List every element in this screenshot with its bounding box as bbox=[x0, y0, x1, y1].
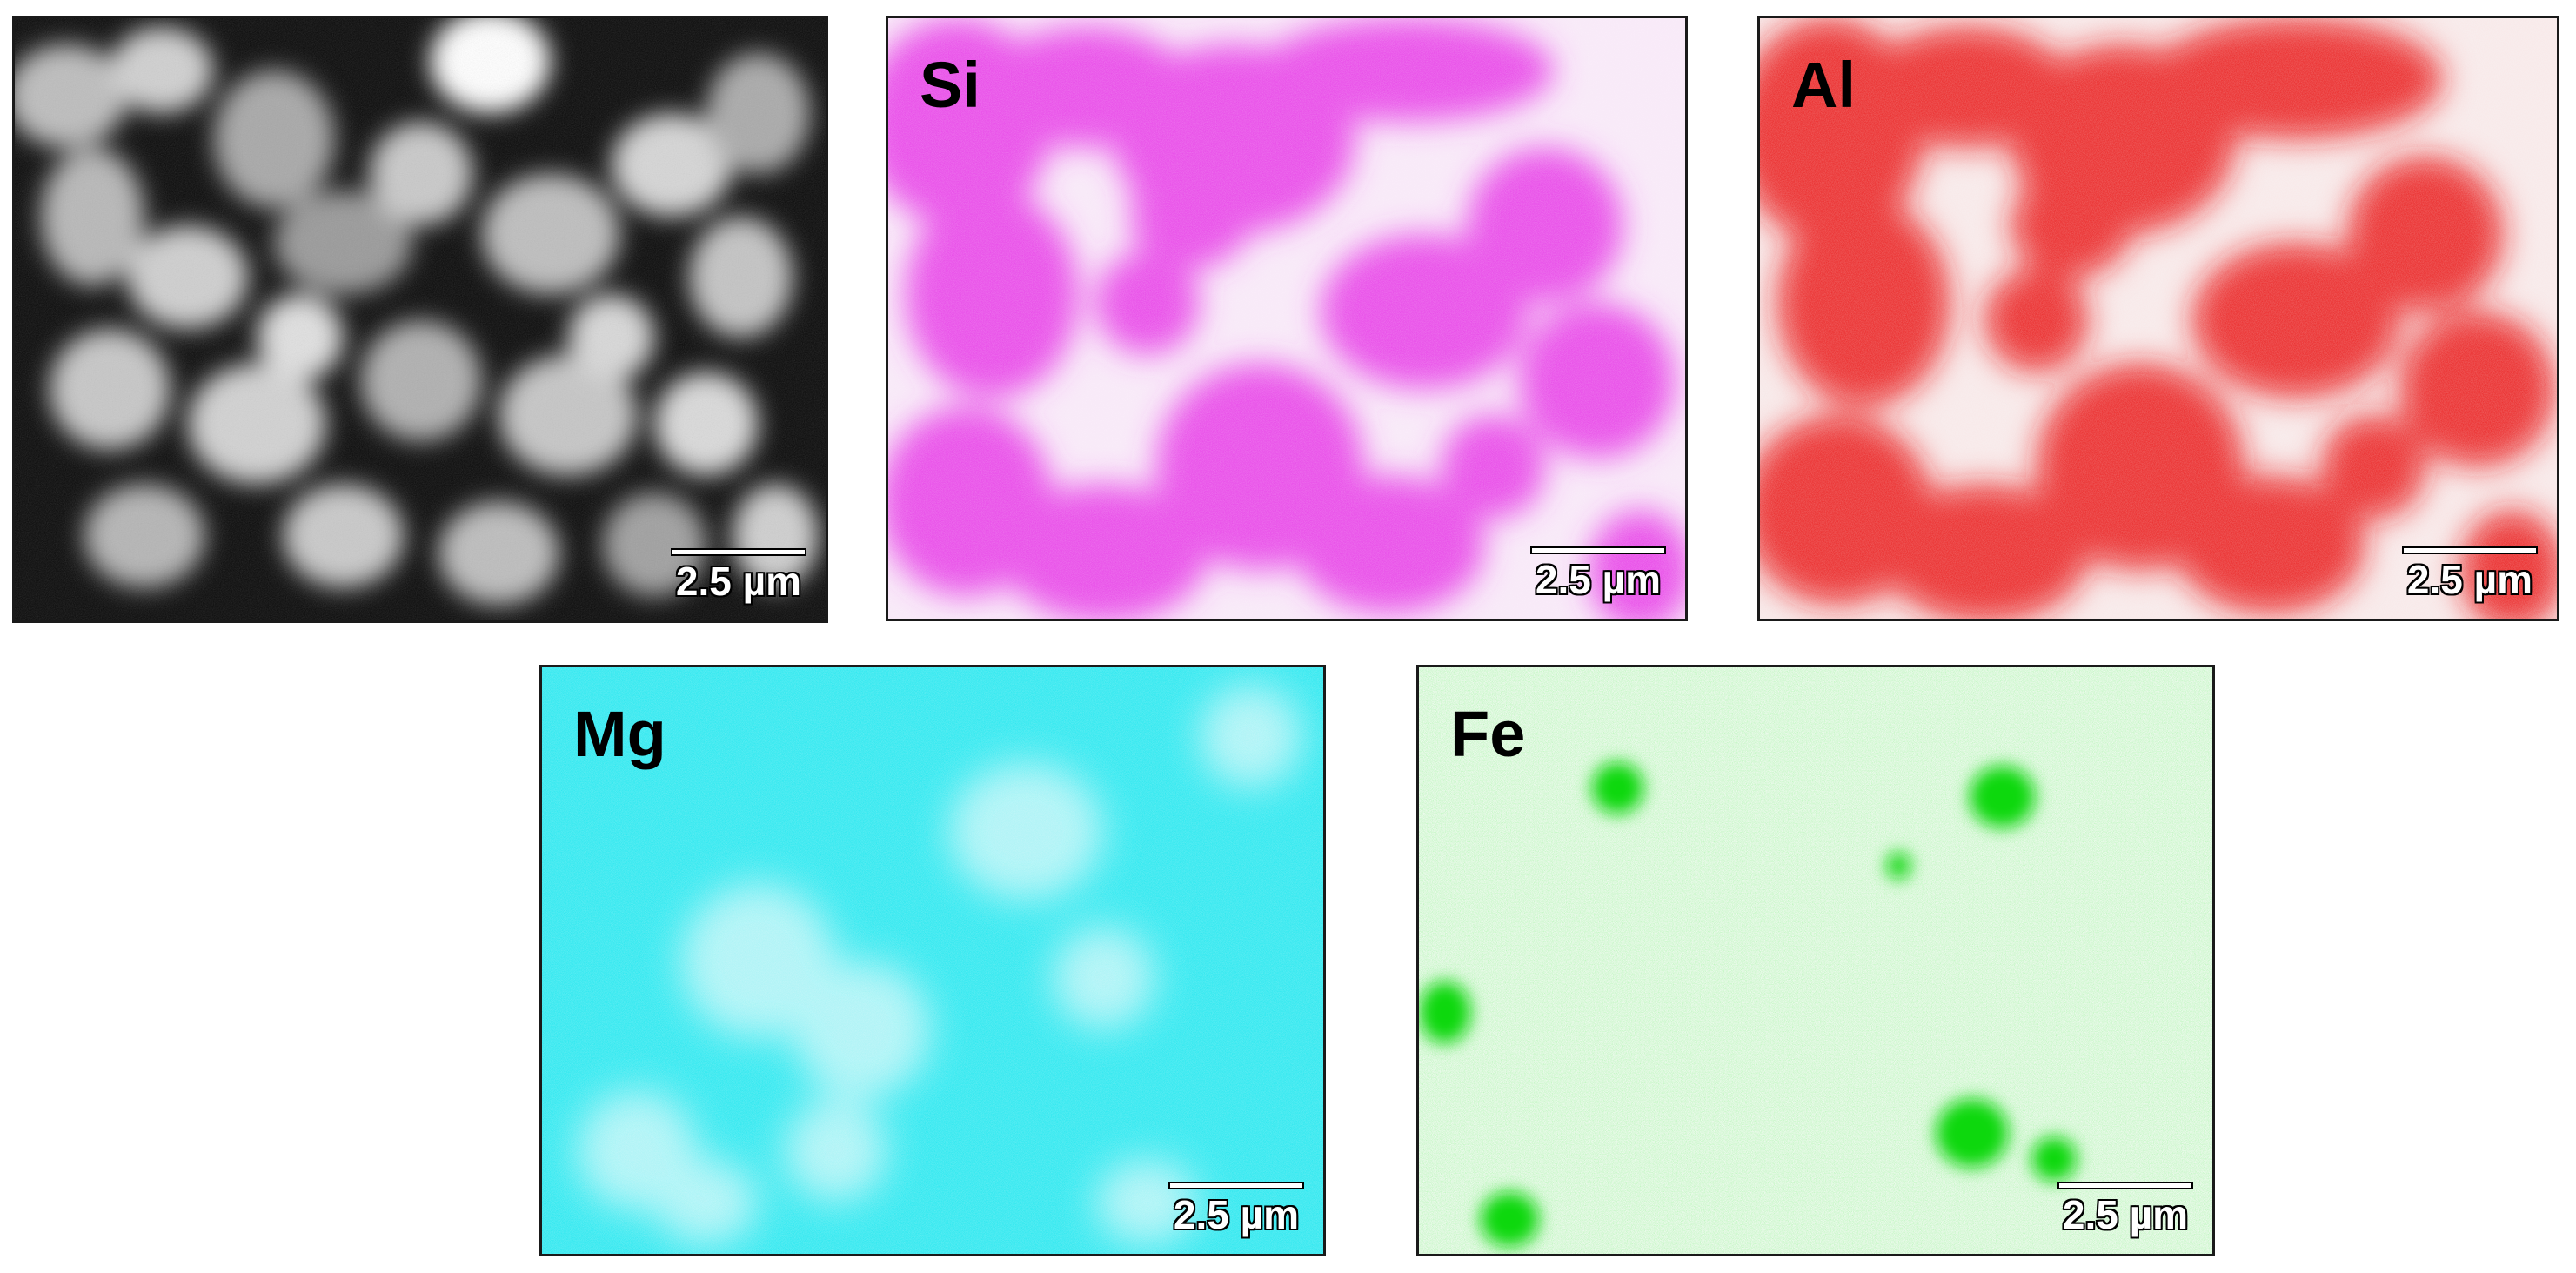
scale-bar-label: 2.5 µm bbox=[675, 559, 802, 604]
scale-bar-line bbox=[1168, 1182, 1304, 1189]
scale-bar-line bbox=[671, 548, 806, 556]
scale-bar-label: 2.5 µm bbox=[1535, 557, 1662, 602]
scale-bar-label: 2.5 µm bbox=[1173, 1192, 1300, 1237]
sem-micrograph bbox=[15, 18, 826, 620]
element-label-fe: Fe bbox=[1450, 698, 1526, 770]
scale-bar: 2.5 µm bbox=[2402, 546, 2538, 600]
sem-image-panel: 2.5 µm bbox=[12, 16, 828, 623]
scale-bar: 2.5 µm bbox=[671, 548, 806, 601]
scale-bar-label: 2.5 µm bbox=[2062, 1192, 2189, 1237]
scale-bar-line bbox=[2402, 546, 2538, 554]
fe-map-panel: Fe 2.5 µm bbox=[1416, 665, 2215, 1256]
si-map-panel: Si 2.5 µm bbox=[886, 16, 1688, 621]
element-label-mg: Mg bbox=[573, 698, 666, 770]
scale-bar: 2.5 µm bbox=[1530, 546, 1666, 600]
element-label-al: Al bbox=[1791, 49, 1856, 121]
scale-bar: 2.5 µm bbox=[2057, 1182, 2193, 1235]
scale-bar: 2.5 µm bbox=[1168, 1182, 1304, 1235]
al-elemental-map bbox=[1760, 18, 2557, 619]
scale-bar-line bbox=[1530, 546, 1666, 554]
scale-bar-line bbox=[2057, 1182, 2193, 1189]
mg-elemental-map bbox=[542, 667, 1323, 1254]
mg-map-panel: Mg 2.5 µm bbox=[539, 665, 1326, 1256]
scale-bar-label: 2.5 µm bbox=[2406, 557, 2533, 602]
element-label-si: Si bbox=[920, 49, 980, 121]
al-map-panel: Al 2.5 µm bbox=[1757, 16, 2559, 621]
fe-elemental-map bbox=[1419, 667, 2212, 1254]
si-elemental-map bbox=[888, 18, 1685, 619]
